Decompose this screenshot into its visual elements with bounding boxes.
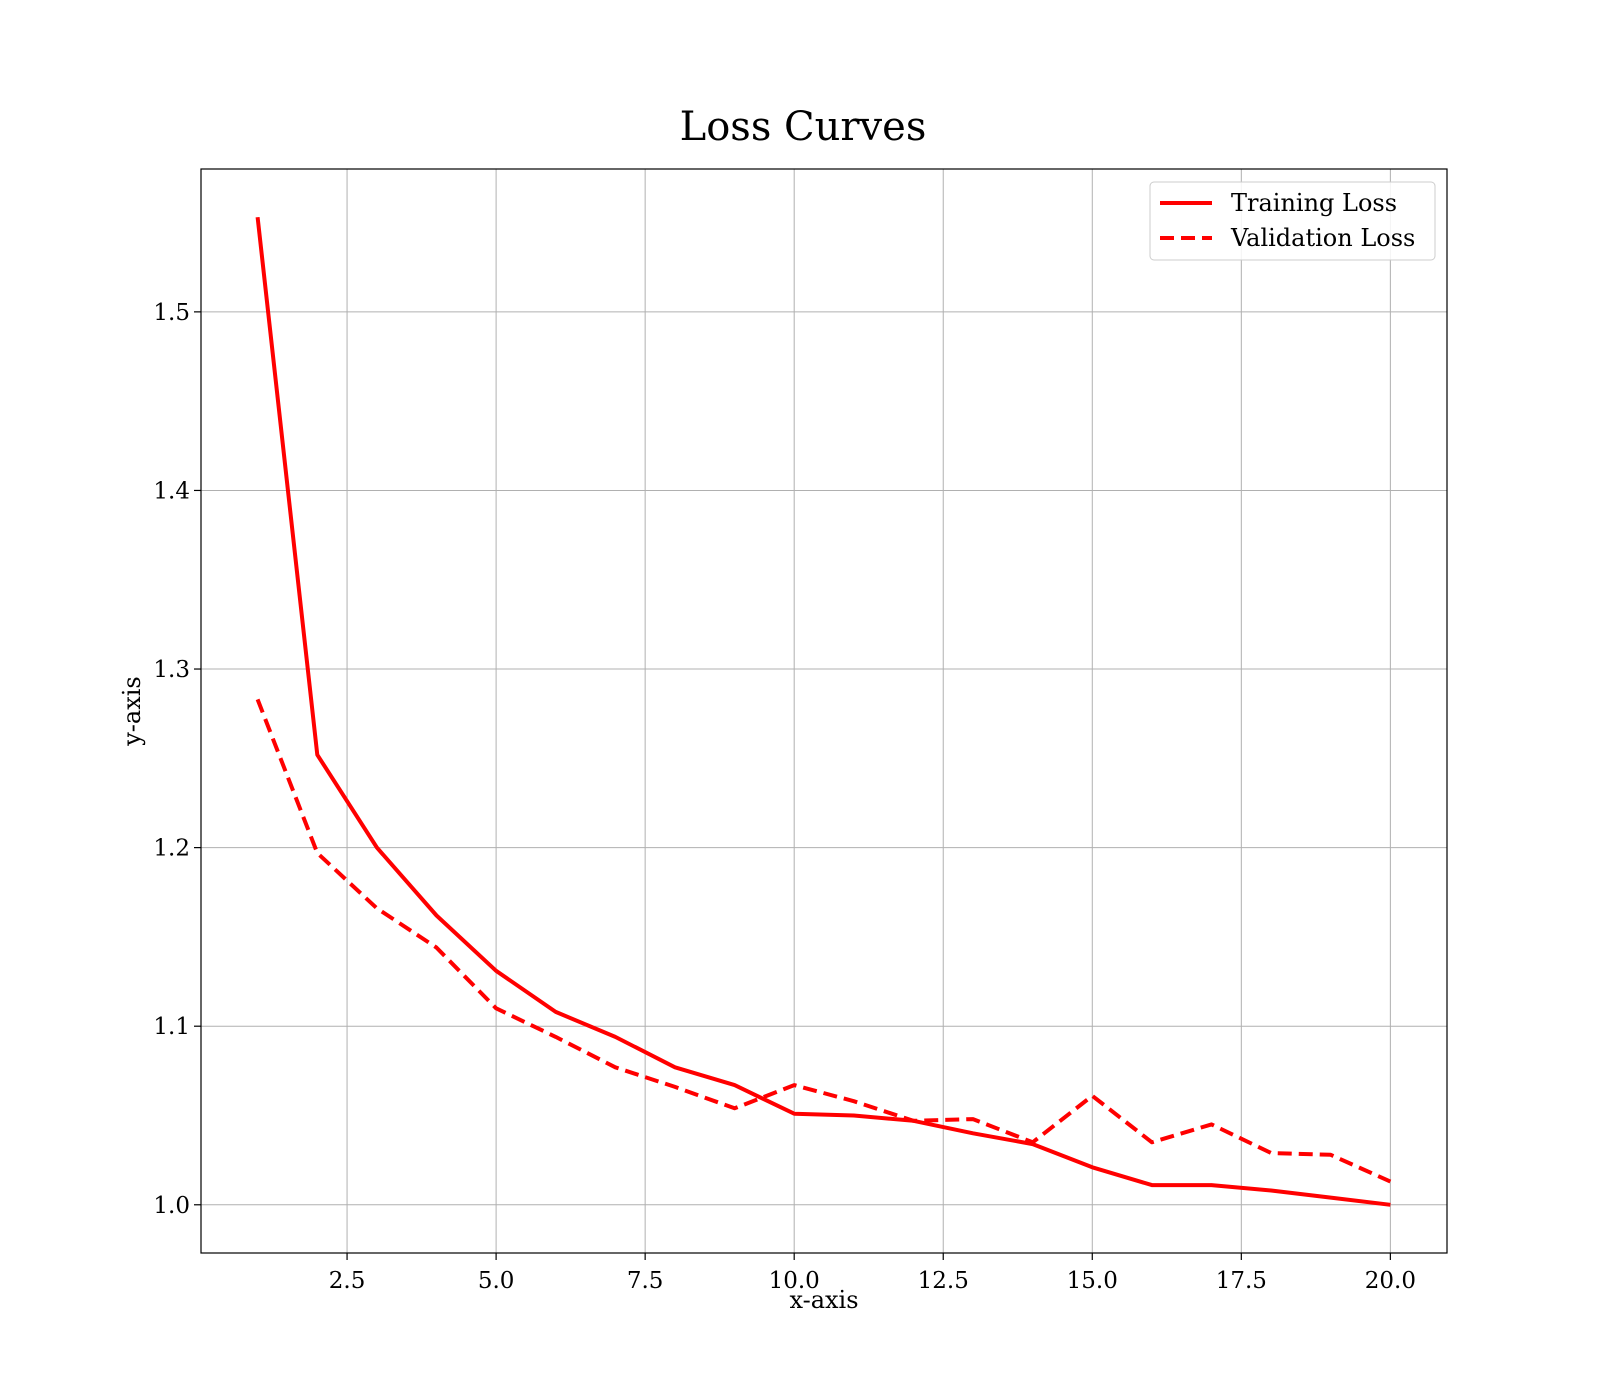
legend-label: Validation Loss: [1230, 224, 1415, 252]
y-tick-label: 1.1: [153, 1014, 190, 1040]
x-tick-label: 20.0: [1365, 1268, 1416, 1294]
x-tick-label: 2.5: [329, 1268, 366, 1294]
y-tick-label: 1.3: [153, 657, 190, 683]
y-tick-label: 1.4: [153, 478, 190, 504]
x-tick-label: 10.0: [769, 1268, 820, 1294]
y-axis-label: y-axis: [118, 676, 146, 747]
grid: [201, 169, 1447, 1253]
legend-box: [1149, 181, 1436, 261]
plot-frame: [200, 168, 1448, 1254]
x-tick-label: 7.5: [627, 1268, 664, 1294]
x-tick-label: 12.5: [918, 1268, 969, 1294]
legend-label: Training Loss: [1231, 189, 1397, 217]
y-axis: 1.0 1.1 1.2 1.3 1.4 1.5: [153, 300, 201, 1219]
legend: Training Loss Validation Loss: [1149, 181, 1436, 261]
series-group: [255, 216, 1392, 1207]
x-tick-label: 17.5: [1216, 1268, 1267, 1294]
series-line-validation-loss: [255, 698, 1392, 1184]
series-line-training-loss: [255, 216, 1391, 1207]
chart-title: Loss Curves: [680, 104, 927, 150]
y-tick-label: 1.2: [153, 836, 190, 862]
y-tick-label: 1.0: [153, 1193, 190, 1219]
x-tick-label: 5.0: [478, 1268, 515, 1294]
x-axis: 2.5 5.0 7.5 10.0 12.5 15.0 17.5 20.0: [329, 1253, 1416, 1294]
x-tick-label: 15.0: [1067, 1268, 1118, 1294]
x-axis-label: x-axis: [789, 1286, 858, 1314]
y-tick-label: 1.5: [153, 300, 190, 326]
